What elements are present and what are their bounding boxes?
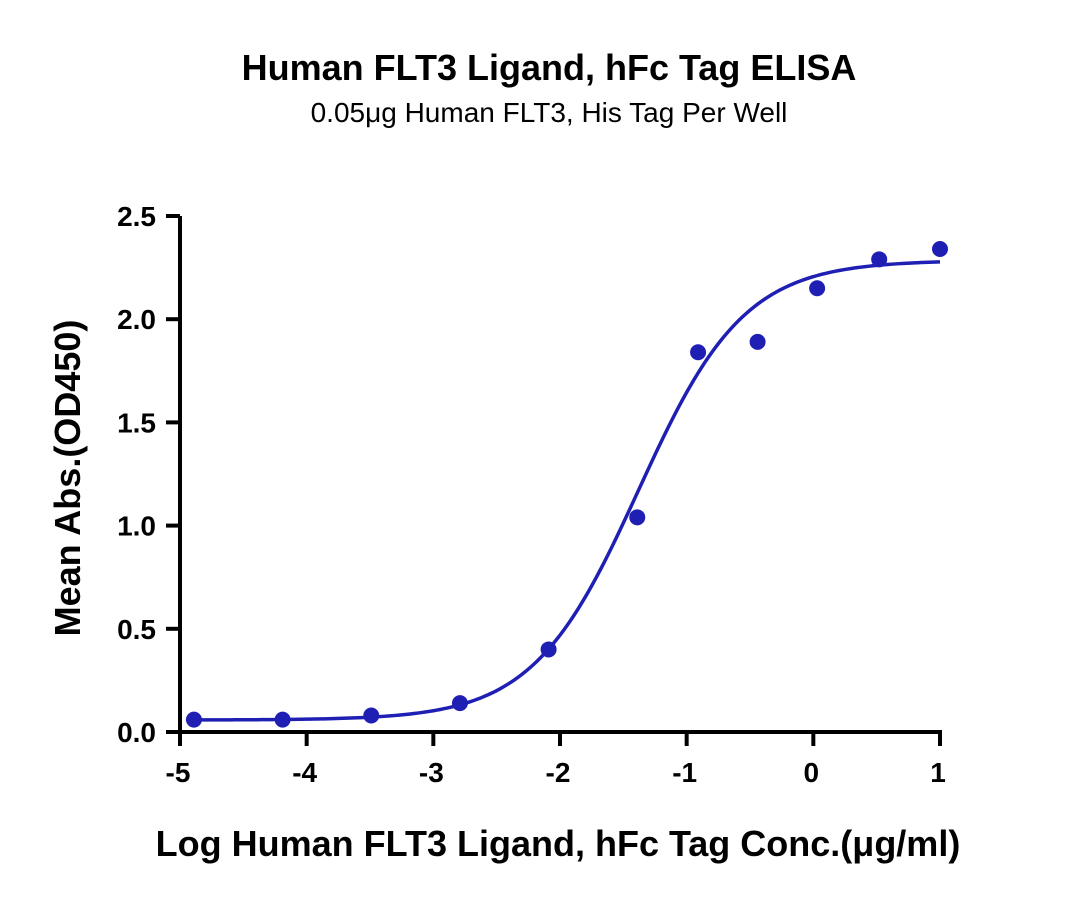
data-point	[629, 509, 646, 526]
data-point	[809, 280, 826, 297]
y-tick-label: 2.0	[117, 304, 156, 335]
data-point	[451, 695, 468, 712]
y-axis-ticks: 0.0 0.5 1.0 1.5 2.0 2.5	[117, 201, 180, 748]
y-tick-label: 2.5	[117, 201, 156, 232]
data-point	[540, 641, 557, 658]
x-axis-ticks: -5 -4 -3 -2 -1 0 1	[166, 732, 946, 788]
chart-subtitle: 0.05μg Human FLT3, His Tag Per Well	[311, 97, 788, 128]
x-tick-label: -1	[672, 757, 697, 788]
y-tick-label: 0.5	[117, 614, 156, 645]
y-tick-label: 1.0	[117, 511, 156, 542]
data-point	[871, 251, 888, 268]
data-point	[363, 707, 380, 724]
data-points	[185, 241, 948, 728]
y-tick-label: 1.5	[117, 407, 156, 438]
fit-curve	[193, 260, 941, 722]
x-axis-label: Log Human FLT3 Ligand, hFc Tag Conc.(μg/…	[156, 823, 961, 864]
y-tick-label: 0.0	[117, 717, 156, 748]
chart-title: Human FLT3 Ligand, hFc Tag ELISA	[242, 47, 857, 88]
data-point	[185, 711, 202, 728]
x-tick-label: -3	[419, 757, 444, 788]
data-point	[749, 333, 766, 350]
x-tick-label: -5	[166, 757, 191, 788]
x-tick-label: -2	[546, 757, 571, 788]
y-axis-label: Mean Abs.(OD450)	[47, 320, 88, 637]
x-tick-label: 1	[930, 757, 946, 788]
x-tick-label: -4	[292, 757, 317, 788]
data-point	[690, 344, 707, 361]
data-point	[274, 711, 291, 728]
data-point	[932, 241, 948, 258]
plot-area: 0.0 0.5 1.0 1.5 2.0 2.5 -5 -4 -3 -2 -1 0 1	[117, 201, 948, 788]
x-tick-label: 0	[804, 757, 820, 788]
